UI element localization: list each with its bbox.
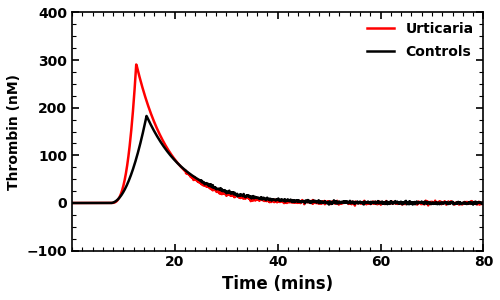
- Urticaria: [133, 63, 139, 66]
- Urticaria: [398, 202, 404, 205]
- Urticaria: [250, 197, 256, 201]
- Y-axis label: Thrombin (nM): Thrombin (nM): [7, 74, 21, 190]
- Controls: [236, 194, 242, 197]
- Controls: [352, 202, 358, 206]
- Controls: [69, 201, 75, 205]
- Legend: Urticaria, Controls: Urticaria, Controls: [361, 16, 479, 64]
- Controls: [111, 200, 117, 204]
- Urticaria: [352, 200, 358, 203]
- Urticaria: [69, 201, 75, 205]
- Line: Urticaria: Urticaria: [72, 64, 484, 206]
- Urticaria: [390, 201, 396, 205]
- Urticaria: [480, 201, 486, 204]
- Urticaria: [236, 195, 242, 199]
- Urticaria: [352, 204, 358, 207]
- Line: Controls: Controls: [72, 116, 484, 205]
- Controls: [470, 203, 476, 206]
- Controls: [144, 114, 150, 118]
- Controls: [398, 200, 404, 204]
- Controls: [390, 201, 396, 205]
- Controls: [480, 201, 486, 205]
- X-axis label: Time (mins): Time (mins): [222, 275, 333, 293]
- Urticaria: [111, 201, 117, 205]
- Controls: [250, 196, 256, 199]
